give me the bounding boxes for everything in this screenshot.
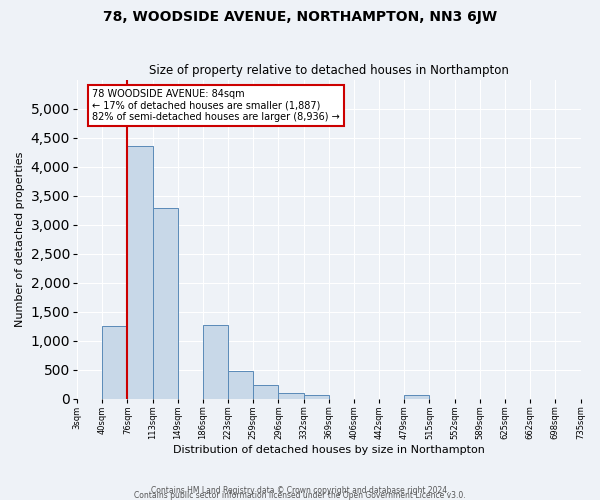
Y-axis label: Number of detached properties: Number of detached properties <box>15 152 25 327</box>
Bar <box>127 146 152 398</box>
Bar <box>203 325 228 398</box>
Text: 78, WOODSIDE AVENUE, NORTHAMPTON, NN3 6JW: 78, WOODSIDE AVENUE, NORTHAMPTON, NN3 6J… <box>103 10 497 24</box>
Bar <box>152 208 178 398</box>
Bar <box>253 385 278 398</box>
Bar <box>102 326 127 398</box>
Text: Contains public sector information licensed under the Open Government Licence v3: Contains public sector information licen… <box>134 490 466 500</box>
Text: 78 WOODSIDE AVENUE: 84sqm
← 17% of detached houses are smaller (1,887)
82% of se: 78 WOODSIDE AVENUE: 84sqm ← 17% of detac… <box>92 89 340 122</box>
Text: Contains HM Land Registry data © Crown copyright and database right 2024.: Contains HM Land Registry data © Crown c… <box>151 486 449 495</box>
X-axis label: Distribution of detached houses by size in Northampton: Distribution of detached houses by size … <box>173 445 485 455</box>
Bar <box>228 371 253 398</box>
Title: Size of property relative to detached houses in Northampton: Size of property relative to detached ho… <box>149 64 509 77</box>
Bar <box>404 396 430 398</box>
Bar <box>304 395 329 398</box>
Bar <box>278 394 304 398</box>
